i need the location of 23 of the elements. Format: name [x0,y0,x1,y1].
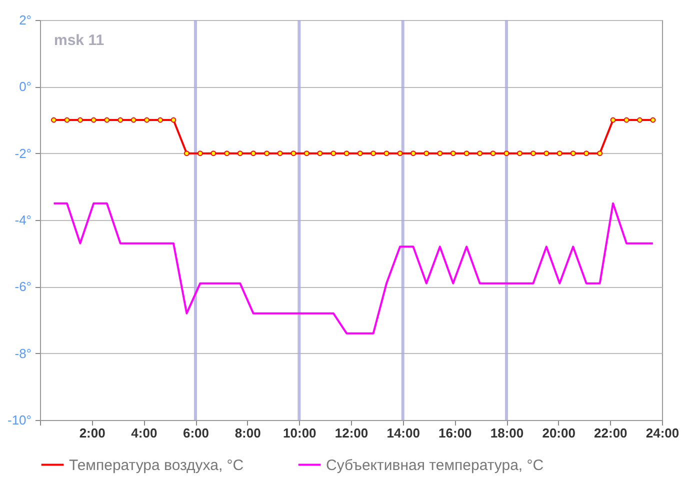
legend-label: Субъективная температура, °C [326,456,544,474]
y-tick-label: -2° [14,146,32,161]
y-tick-label: -6° [14,279,32,294]
x-tick-label: 14:00 [386,426,420,440]
x-tick-label: 4:00 [131,426,158,440]
x-tick-label: 16:00 [438,426,472,440]
x-tick-label: 10:00 [283,426,316,440]
y-tick-label: -10° [8,412,32,428]
y-tick-label: -4° [14,212,32,228]
annotation: msk 11 [54,32,104,49]
y-tick-label: 2° [19,12,32,28]
x-tick-label: 22:00 [594,426,628,440]
x-tick-label: 6:00 [182,426,210,440]
x-tick-label: 8:00 [234,426,261,440]
x-tick-label: 20:00 [542,426,576,440]
legend-label: Температура воздуха, °C [69,456,244,474]
x-tick-label: 24:00 [646,426,680,440]
line-series [52,202,654,334]
x-tick-label: 18:00 [490,426,524,440]
x-tick-label: 12:00 [334,426,368,440]
y-tick-label: 0° [19,79,32,94]
y-tick-label: -8° [14,346,32,361]
x-tick-label: 2:00 [79,426,106,440]
